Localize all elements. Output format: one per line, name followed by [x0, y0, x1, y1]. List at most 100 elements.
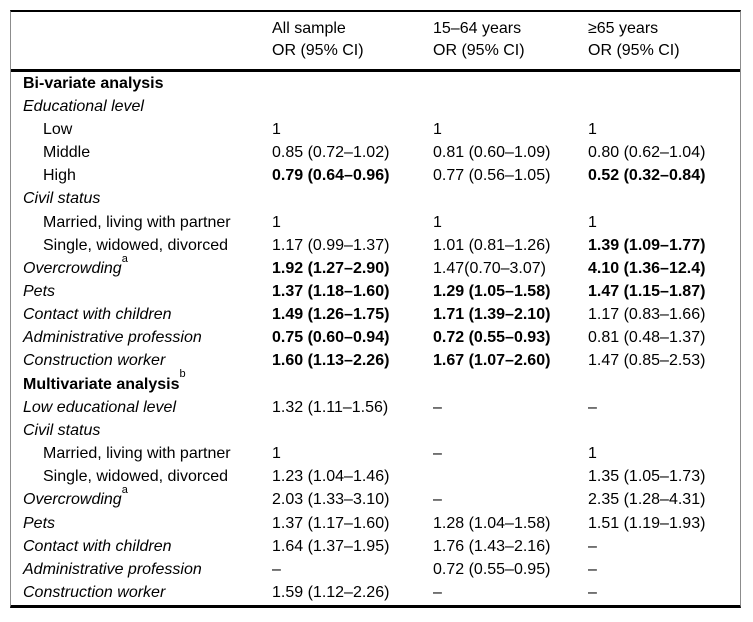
table-row: Civil status: [11, 419, 740, 442]
row-label: Administrative profession: [11, 329, 272, 347]
row-label-text: Contact with children: [23, 537, 172, 555]
or-value-cell: 1.49 (1.26–1.75): [272, 306, 390, 324]
footnote-marker: a: [121, 252, 128, 265]
row-label: Administrative profession: [11, 561, 272, 579]
row-label: Bi-variate analysis: [11, 75, 272, 93]
or-value-cell: 1: [588, 213, 597, 231]
row-label: Married, living with partner: [11, 445, 272, 463]
or-value-cell: 0.81 (0.48–1.37): [588, 329, 706, 347]
or-value-cell: –: [433, 584, 442, 602]
or-value-cell: 1: [433, 120, 442, 138]
table-row: Pets 1.37 (1.18–1.60) 1.29 (1.05–1.58) 1.47…: [11, 280, 740, 303]
row-label-text: Educational level: [23, 97, 144, 115]
row-label-text: Married, living with partner: [43, 445, 231, 463]
table-row: Overcrowdinga 1.92 (1.27–2.90) 1.47(0.70–3…: [11, 253, 740, 280]
column-header-all-sample: All sample OR (95% CI): [272, 12, 433, 69]
or-value-cell: 1.29 (1.05–1.58): [433, 282, 551, 300]
row-label-text: Overcrowding: [23, 491, 122, 509]
row-label-text: High: [43, 167, 76, 185]
row-label-text: Administrative profession: [23, 329, 202, 347]
or-value-cell: –: [588, 584, 597, 602]
header-cell-empty: [11, 12, 272, 69]
row-label-text: Construction worker: [23, 352, 166, 370]
table-body: Bi-variate analysis Educational level Low 1…: [11, 72, 740, 605]
row-label-text: Single, widowed, divorced: [43, 468, 228, 486]
row-label-text: Pets: [23, 514, 56, 532]
table-row: Administrative profession 0.75 (0.60–0.94…: [11, 327, 740, 350]
table-row: Bi-variate analysis: [11, 72, 740, 95]
table-row: Construction worker 1.60 (1.13–2.26) 1.67 …: [11, 350, 740, 373]
table-row: Contact with children 1.64 (1.37–1.95) 1.7…: [11, 535, 740, 558]
or-value-cell: 2.03 (1.33–3.10): [272, 491, 390, 509]
row-label: Construction worker: [11, 584, 272, 602]
or-value-cell: 0.81 (0.60–1.09): [433, 144, 551, 162]
column-subtitle: OR (95% CI): [433, 42, 525, 60]
or-value-cell: 1.47(0.70–3.07): [433, 259, 546, 277]
or-value-cell: 1.59 (1.12–2.26): [272, 584, 390, 602]
table-row: Single, widowed, divorced 1.17 (0.99–1.37…: [11, 234, 740, 257]
table-row: Single, widowed, divorced 1.23 (1.04–1.46…: [11, 466, 740, 489]
or-value-cell: 0.72 (0.55–0.93): [433, 329, 551, 347]
row-label: Construction worker: [11, 352, 272, 370]
or-value-cell: 1.71 (1.39–2.10): [433, 306, 551, 324]
column-header-65-plus-years: ≥65 years OR (95% CI): [588, 12, 740, 69]
or-value-cell: 1.35 (1.05–1.73): [588, 468, 706, 486]
or-value-cell: 4.10 (1.36–12.4): [588, 259, 706, 277]
or-value-cell: 2.35 (1.28–4.31): [588, 491, 706, 509]
or-value-cell: 1.28 (1.04–1.58): [433, 514, 551, 532]
or-value-cell: 1.47 (0.85–2.53): [588, 352, 706, 370]
row-label: Single, widowed, divorced: [11, 468, 272, 486]
or-value-cell: 1: [272, 445, 281, 463]
table-row: Low educational level 1.32 (1.11–1.56) – –: [11, 396, 740, 419]
table-row: Married, living with partner 1 – 1: [11, 443, 740, 466]
table-row: Educational level: [11, 95, 740, 118]
table-row: Contact with children 1.49 (1.26–1.75) 1.7…: [11, 304, 740, 327]
row-label-text: Multivariate analysis: [23, 375, 180, 393]
column-subtitle: OR (95% CI): [272, 42, 364, 60]
or-value-cell: 1.60 (1.13–2.26): [272, 352, 390, 370]
or-value-cell: –: [272, 560, 281, 578]
or-value-cell: 0.77 (0.56–1.05): [433, 167, 551, 185]
row-label: Low: [11, 121, 272, 139]
row-label: Contact with children: [11, 538, 272, 556]
or-value-cell: 1.47 (1.15–1.87): [588, 282, 706, 300]
row-label: Pets: [11, 283, 272, 301]
table-row: High 0.79 (0.64–0.96) 0.77 (0.56–1.05) 0.52…: [11, 165, 740, 188]
row-label: Civil status: [11, 190, 272, 208]
row-label-text: Civil status: [23, 421, 101, 439]
table-row: Overcrowdinga 2.03 (1.33–3.10) – 2.35 (1.28…: [11, 485, 740, 512]
row-label: Married, living with partner: [11, 214, 272, 232]
row-label: Multivariate analysisb: [11, 369, 272, 394]
table-row: Married, living with partner 1 1 1: [11, 211, 740, 234]
or-value-cell: 0.79 (0.64–0.96): [272, 167, 390, 185]
or-value-cell: 1: [588, 445, 597, 463]
row-label: Civil status: [11, 422, 272, 440]
row-label-text: Married, living with partner: [43, 213, 231, 231]
or-value-cell: 1.17 (0.83–1.66): [588, 306, 706, 324]
or-value-cell: 0.72 (0.55–0.95): [433, 560, 551, 578]
or-value-cell: 1: [588, 120, 597, 138]
row-label-text: Low: [43, 120, 73, 138]
or-value-cell: 0.52 (0.32–0.84): [588, 167, 706, 185]
or-value-cell: 1: [272, 213, 281, 231]
column-title: ≥65 years: [588, 20, 659, 37]
footnote-marker: a: [121, 484, 128, 497]
row-label: Single, widowed, divorced: [11, 237, 272, 255]
row-label-text: Overcrowding: [23, 259, 122, 277]
or-value-cell: 1.01 (0.81–1.26): [433, 236, 551, 254]
or-value-cell: 1.37 (1.17–1.60): [272, 514, 390, 532]
table-row: Middle 0.85 (0.72–1.02) 0.81 (0.60–1.09) 0.…: [11, 141, 740, 164]
column-title: All sample: [272, 20, 346, 37]
row-label: Middle: [11, 144, 272, 162]
or-value-cell: –: [588, 398, 597, 416]
footnote-marker: b: [179, 368, 186, 381]
or-value-cell: 1: [272, 120, 281, 138]
or-value-cell: –: [433, 491, 442, 509]
column-title: 15–64 years: [433, 20, 522, 37]
or-value-cell: 1.17 (0.99–1.37): [272, 236, 390, 254]
row-label-text: Contact with children: [23, 306, 172, 324]
row-label-text: Construction worker: [23, 584, 166, 602]
or-value-cell: 0.75 (0.60–0.94): [272, 329, 390, 347]
table-row: Pets 1.37 (1.17–1.60) 1.28 (1.04–1.58) 1.51…: [11, 512, 740, 535]
or-value-cell: 1.76 (1.43–2.16): [433, 537, 551, 555]
